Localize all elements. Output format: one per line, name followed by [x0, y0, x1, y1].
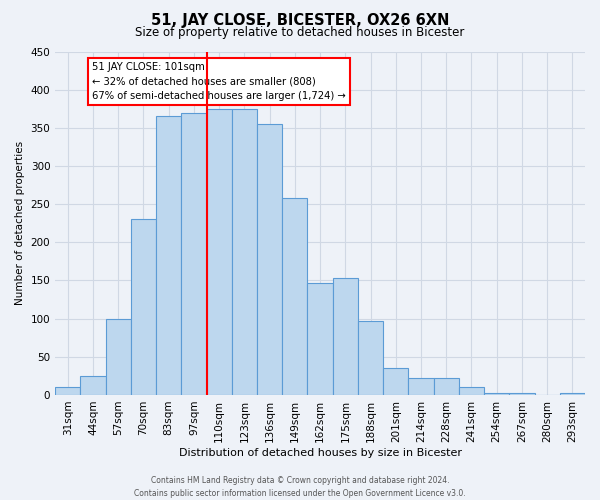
- Bar: [332, 278, 358, 395]
- X-axis label: Distribution of detached houses by size in Bicester: Distribution of detached houses by size …: [179, 448, 461, 458]
- Text: Size of property relative to detached houses in Bicester: Size of property relative to detached ho…: [136, 26, 464, 39]
- Bar: [257, 124, 282, 395]
- Bar: [484, 394, 509, 395]
- Bar: [459, 388, 484, 395]
- Bar: [181, 112, 206, 395]
- Bar: [307, 283, 332, 395]
- Bar: [80, 376, 106, 395]
- Bar: [383, 368, 409, 395]
- Bar: [206, 108, 232, 395]
- Text: Contains HM Land Registry data © Crown copyright and database right 2024.
Contai: Contains HM Land Registry data © Crown c…: [134, 476, 466, 498]
- Bar: [106, 318, 131, 395]
- Bar: [131, 220, 156, 395]
- Bar: [358, 321, 383, 395]
- Bar: [232, 108, 257, 395]
- Bar: [560, 394, 585, 395]
- Bar: [509, 394, 535, 395]
- Text: 51 JAY CLOSE: 101sqm
← 32% of detached houses are smaller (808)
67% of semi-deta: 51 JAY CLOSE: 101sqm ← 32% of detached h…: [92, 62, 346, 102]
- Bar: [156, 116, 181, 395]
- Bar: [55, 388, 80, 395]
- Bar: [282, 198, 307, 395]
- Bar: [434, 378, 459, 395]
- Bar: [409, 378, 434, 395]
- Y-axis label: Number of detached properties: Number of detached properties: [15, 141, 25, 306]
- Text: 51, JAY CLOSE, BICESTER, OX26 6XN: 51, JAY CLOSE, BICESTER, OX26 6XN: [151, 12, 449, 28]
